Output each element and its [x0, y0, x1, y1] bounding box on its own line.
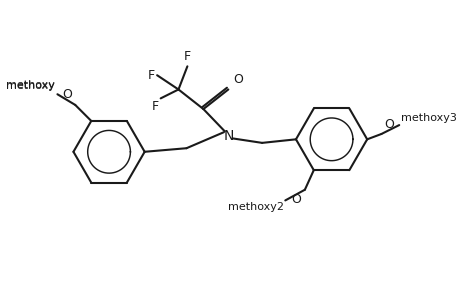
Text: methoxy: methoxy: [6, 80, 55, 90]
Text: F: F: [151, 100, 158, 113]
Text: F: F: [184, 50, 190, 63]
Text: N: N: [223, 129, 233, 143]
Text: methoxy: methoxy: [6, 81, 55, 91]
Text: O: O: [232, 73, 242, 86]
Text: O: O: [291, 193, 301, 206]
Text: O: O: [383, 118, 393, 131]
Text: methoxy3: methoxy3: [400, 113, 456, 123]
Text: F: F: [148, 69, 155, 82]
Text: methoxy2: methoxy2: [227, 202, 283, 212]
Text: O: O: [62, 88, 72, 101]
